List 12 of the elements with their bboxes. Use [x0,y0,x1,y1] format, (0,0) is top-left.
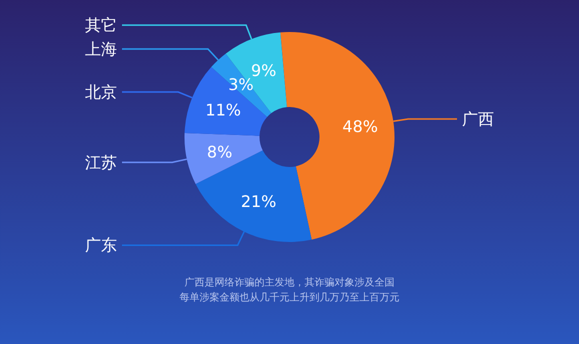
text: 每单涉案金额也从几千元上升到几万乃至上百万元 [180,292,400,304]
data-label: 11% [205,100,241,120]
text: 广西是网络诈骗的主发地，其诈骗对象涉及全国 [184,276,394,288]
slice-label: 广西 [462,110,494,129]
data-label: 21% [240,192,276,211]
slice-label: 江苏 [85,152,117,172]
slice-label: 北京 [85,82,117,102]
slice-label: 其它 [85,16,117,35]
slice-label: 上海 [85,39,117,58]
data-label: 48% [342,116,378,136]
slice-label: 广东 [85,236,117,255]
data-label: 8% [206,142,232,162]
